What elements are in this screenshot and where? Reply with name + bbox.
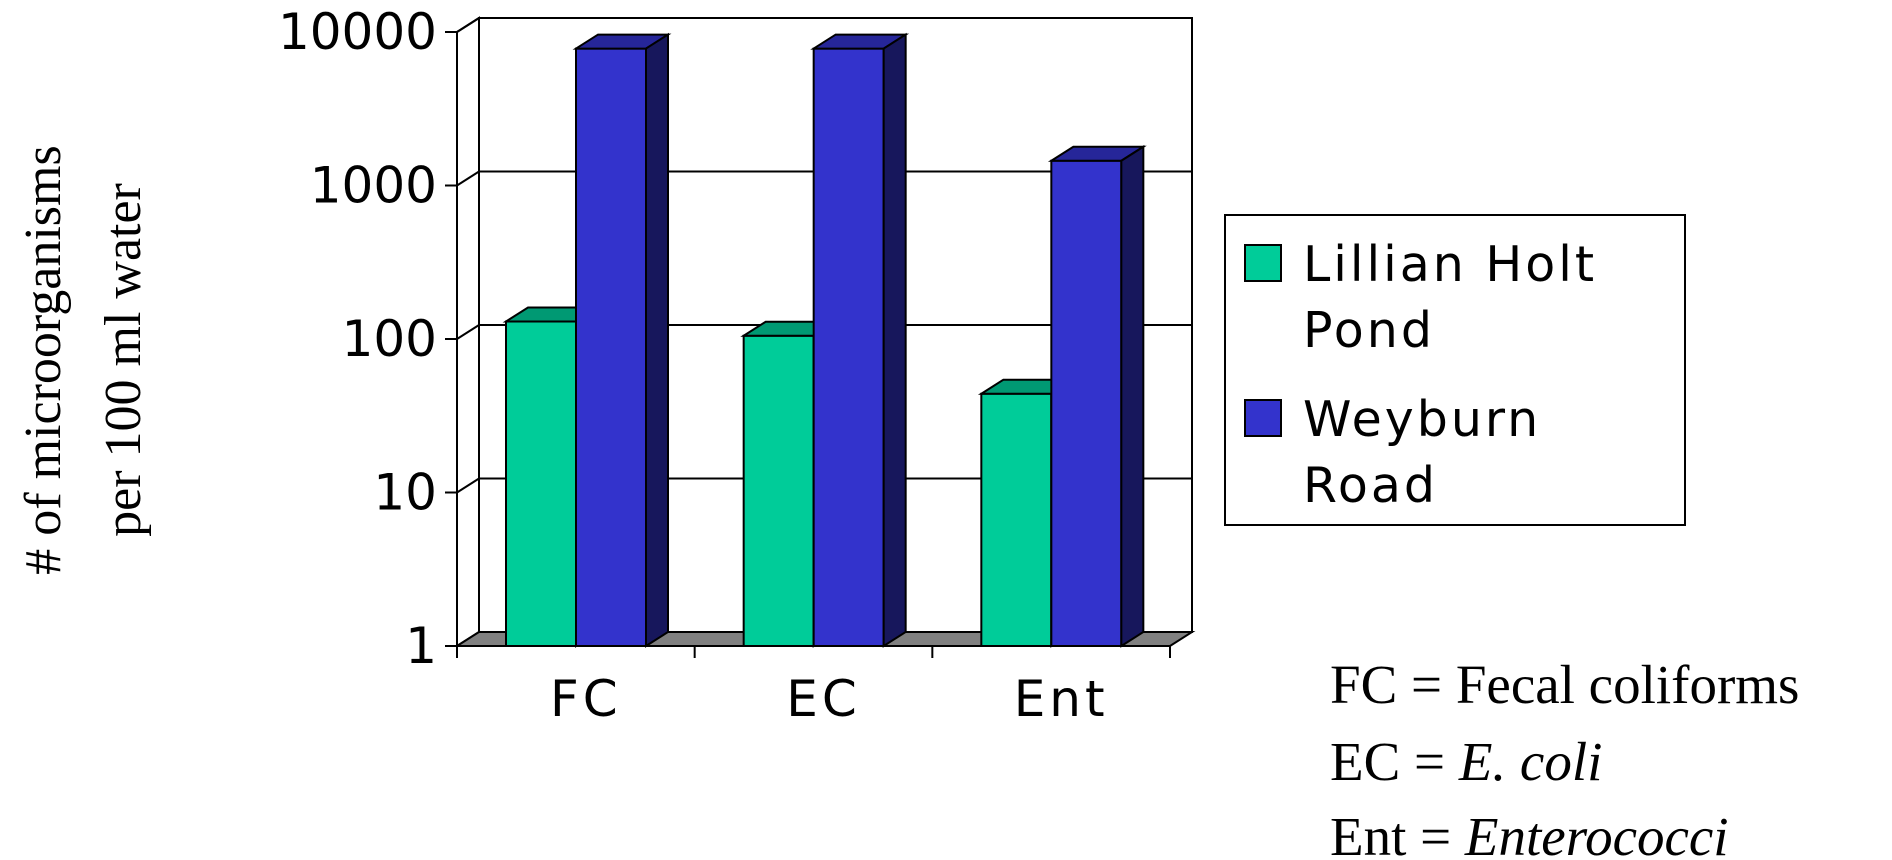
x-tick-label-ec: EC [786,670,861,728]
bar-weyburn-road-ec-side [882,32,907,648]
plot-area: 10000 1000 100 10 1 FC EC Ent [278,3,1196,728]
legend-label-weyburn-line-2: Road [1303,457,1438,514]
y-tick-label-10000: 10000 [278,3,437,61]
note-ent-text: Enterococci [1464,806,1729,860]
note-ent-sep: = [1406,806,1465,860]
y-tick-label-1: 1 [405,617,437,675]
note-fc-abbr: FC [1330,654,1397,715]
y-tick-label-10: 10 [373,464,437,522]
bar-lillian-holt-pond-ent [980,392,1053,647]
abbreviation-notes: FC = Fecal coliforms EC = E. coli Ent = … [1330,654,1799,860]
y-tick-label-1000: 1000 [310,157,437,215]
gridline-side [456,17,480,33]
legend-box [1224,214,1686,526]
legend-swatch-lillian-holt-pond [1244,244,1282,282]
legend-label-lillian-holt-line-1: Lillian Holt [1303,236,1597,293]
note-ec: EC = E. coli [1330,731,1602,792]
gridline-side [456,477,480,494]
bar-weyburn-road-fc [575,47,647,647]
legend-label-lillian-holt-line-2: Pond [1303,302,1435,359]
note-fc: FC = Fecal coliforms [1330,654,1799,715]
note-ec-text: E. coli [1458,731,1603,792]
legend-swatch-weyburn-road [1244,399,1282,437]
gridline-side [456,170,480,187]
bar-lillian-holt-pond-ec [742,334,815,647]
note-fc-sep: = [1397,654,1456,715]
y-axis-label-line-1: # of microorganisms [15,145,72,574]
legend: Lillian Holt Pond Weyburn Road [1224,214,1686,526]
note-ent: Ent = Enterococci [1330,806,1729,860]
x-tick-label-ent: Ent [1014,670,1109,728]
bar-weyburn-road-fc-side [645,32,669,648]
bar-weyburn-road-ent [1050,159,1123,647]
y-axis-label: # of microorganisms per 100 ml water [15,145,152,574]
note-ec-abbr: EC [1330,731,1400,792]
x-tick-label-fc: FC [550,670,622,728]
note-ent-abbr: Ent [1330,806,1406,860]
bar-lillian-holt-pond-fc [505,320,577,647]
y-tick-label-100: 100 [342,310,437,368]
legend-label-weyburn-line-1: Weyburn [1303,391,1541,448]
note-ec-sep: = [1400,731,1459,792]
y-axis-label-line-2: per 100 ml water [95,183,152,537]
note-fc-text: Fecal coliforms [1456,654,1800,715]
bar-weyburn-road-ec [812,47,885,647]
gridline-side [456,324,480,340]
bar-weyburn-road-ent-side [1120,144,1145,648]
